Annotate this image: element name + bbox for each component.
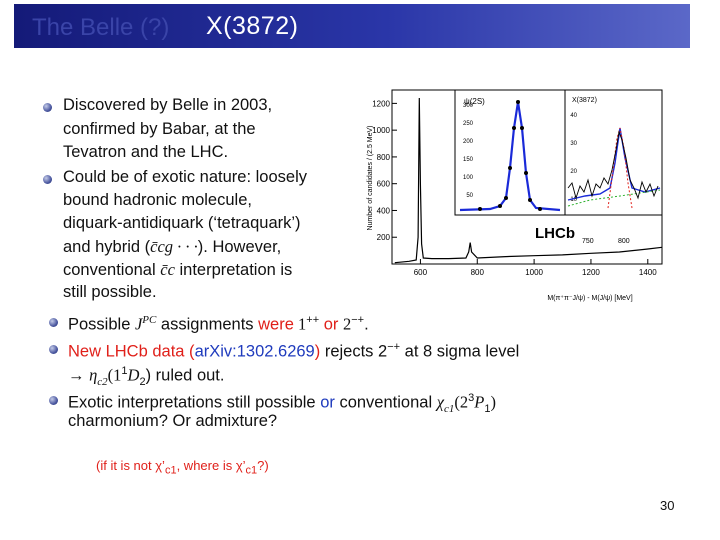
y-axis-label: Number of candidates / (2.5 MeV): [367, 125, 374, 230]
y-tick-label: 600: [377, 180, 391, 189]
x-tick-label: 1000: [525, 268, 543, 277]
inset1-ytick: 250: [463, 121, 474, 127]
x-tick-label: 600: [414, 268, 428, 277]
bullet-1-line-2: confirmed by Babar, at the: [63, 120, 256, 138]
bullet-5-line-2: charmonium? Or admixture?: [68, 412, 278, 430]
inset2-xtick-1: 750: [582, 238, 594, 245]
bullet-2-line-3: diquark-antidiquark (‘tetraquark’): [63, 214, 301, 232]
ccg-math: c̄cg · · ·: [150, 237, 198, 256]
inset1-label: ψ(2S): [464, 97, 485, 106]
x3872-background: [567, 189, 661, 207]
inset2-ytick: 30: [570, 141, 577, 147]
bullet-4-marker: [49, 345, 58, 354]
inset1-ytick: 200: [463, 139, 474, 145]
inset2-ytick: 20: [570, 169, 577, 175]
y-tick-label: 1200: [372, 99, 390, 108]
inset1-ytick: 300: [463, 103, 474, 109]
psi2s-point: [538, 207, 542, 211]
psi2s-point: [516, 100, 520, 104]
bullet-1-line-3: Tevatron and the LHC.: [63, 143, 229, 161]
x-axis-label: M(π⁺π⁻J/ψ) - M(J/ψ) [MeV]: [547, 295, 632, 302]
slide-title: X(3872): [206, 12, 299, 40]
inset-psi2s: ψ(2S) 300 250 200 150 100 50: [454, 89, 566, 216]
psi2s-points: [478, 100, 542, 211]
ccbar-math: c̄c: [160, 260, 175, 279]
lhcb-mass-plot: Number of candidates / (2.5 MeV) 1200 100…: [367, 89, 663, 302]
bullet-2-line-5: conventional c̄c interpretation is: [63, 260, 293, 279]
y-ticks: 1200 1000 800 600 400 200: [372, 99, 397, 242]
inset1-ytick: 100: [463, 175, 474, 181]
bullet-4-line-2: → ηc2(11D2) ruled out.: [68, 365, 225, 388]
x-tick-label: 1200: [582, 268, 600, 277]
x3872-data: [567, 130, 659, 200]
inset2-ytick: 10: [570, 197, 577, 203]
title-bar: The Belle (?) X(3872): [14, 4, 690, 48]
y-tick-label: 1000: [372, 126, 390, 135]
psi2s-point: [524, 171, 528, 175]
bullet-1-line-1: Discovered by Belle in 2003,: [63, 96, 273, 114]
bullet-5-marker: [49, 396, 58, 405]
inset2-label: X(3872): [572, 97, 597, 104]
psi2s-point: [520, 126, 524, 130]
bullet-2-line-1: Could be of exotic nature: loosely: [63, 168, 307, 186]
psi2s-point: [478, 207, 482, 211]
psi2s-point: [508, 166, 512, 170]
inset-x3872: X(3872) 40 30 20 10 750 800: [564, 89, 663, 245]
psi2s-point: [504, 196, 508, 200]
bullet-2-line-6: still possible.: [63, 283, 157, 301]
y-tick-label: 800: [377, 153, 391, 162]
psi2s-point: [528, 198, 532, 202]
bullet-2-marker: [43, 175, 52, 184]
bullet-1-marker: [43, 103, 52, 112]
bullet-5-line-1: Exotic interpretations still possible or…: [68, 392, 496, 415]
bullet-2-line-4: and hybrid (c̄cg · · ·). However,: [63, 237, 282, 256]
psi2s-point: [498, 204, 502, 208]
bullet-4-line-1: New LHCb data (arXiv:1302.6269) rejects …: [68, 341, 520, 361]
page-number: 30: [660, 498, 675, 513]
ghost-title: The Belle (?): [32, 14, 170, 41]
main-spectrum-line: [394, 97, 663, 264]
inset1-ytick: 50: [466, 193, 473, 199]
y-tick-label: 200: [377, 233, 391, 242]
x-ticks: 600 800 1000 1200 1400: [414, 259, 657, 277]
x3872-signal: [607, 127, 633, 209]
inset1-ytick: 150: [463, 157, 474, 163]
lhcb-logo: LHCb: [535, 225, 575, 242]
psi2s-point: [512, 126, 516, 130]
x-tick-label: 1400: [639, 268, 657, 277]
y-tick-label: 400: [377, 206, 391, 215]
bullet-3-marker: [49, 318, 58, 327]
bullet-2-line-2: bound hadronic molecule,: [63, 191, 252, 209]
x-tick-label: 800: [471, 268, 485, 277]
arxiv-link[interactable]: arXiv:1302.6269: [194, 342, 315, 361]
footnote: (if it is not χ’c1, where is χ’c1?): [96, 458, 269, 477]
inset2-ytick: 40: [570, 113, 577, 119]
inset2-xtick-2: 800: [618, 238, 630, 245]
bullet-3-text: Possible JPC assignments were 1++ or 2−+…: [68, 314, 369, 334]
